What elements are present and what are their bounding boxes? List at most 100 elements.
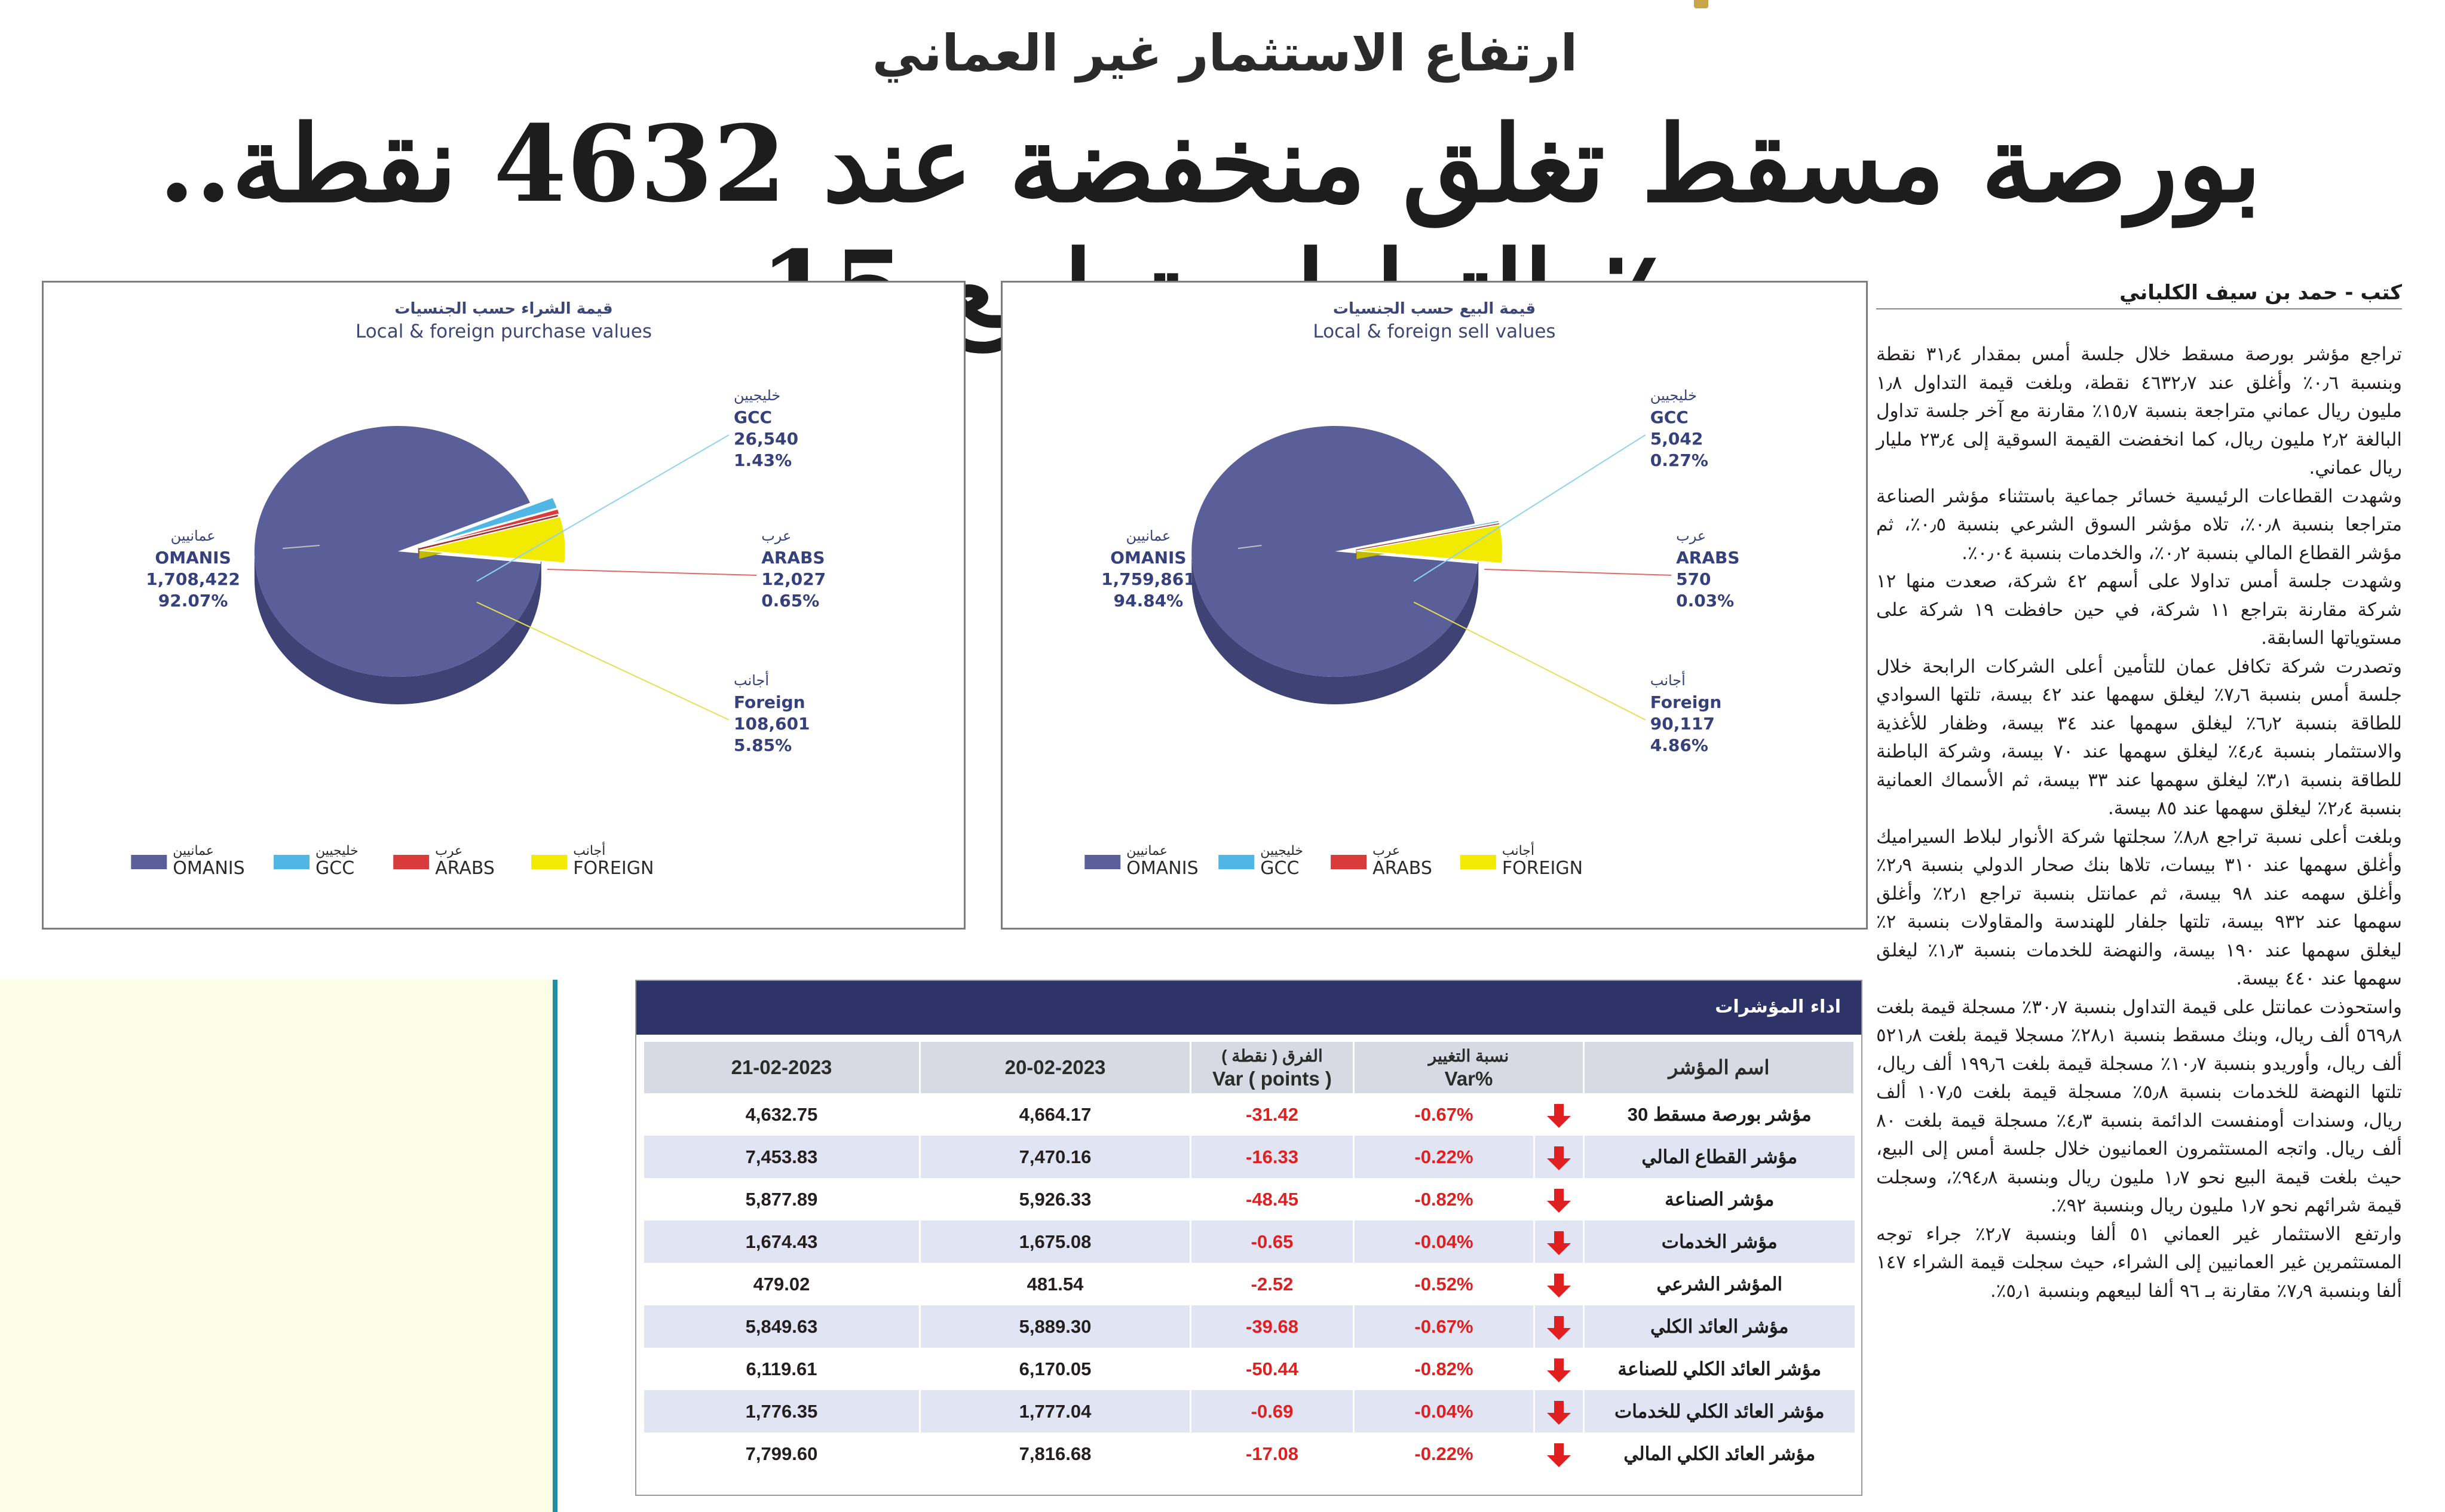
legend-label-en: GCC (1260, 858, 1299, 879)
down-arrow-cell (1533, 1305, 1584, 1348)
legend-swatch (131, 855, 167, 869)
pie-slice-omanis (254, 426, 541, 677)
cell-index-name: مؤشر الصناعة (1583, 1178, 1855, 1220)
legend-swatch (1331, 855, 1367, 869)
chart-subtitle: Local & foreign sell values (1313, 321, 1555, 342)
callout-label-en: Foreign (734, 692, 805, 712)
article-paragraph: وتصدرت شركة تكافل عمان للتأمين أعلى الشر… (1876, 655, 2403, 820)
pie-slice-foreign (1356, 524, 1504, 565)
cell-prev-value: 1,675.08 (919, 1220, 1191, 1263)
callout-label-ar: عمانيين (1126, 527, 1171, 544)
cell-index-name: مؤشر القطاع المالي (1583, 1136, 1855, 1178)
sell-chart-svg: قيمة البيع حسب الجنسيات Local & foreign s… (1084, 300, 1740, 879)
chart-title: قيمة البيع حسب الجنسيات (1333, 300, 1536, 318)
legend-swatch (1084, 855, 1121, 869)
down-arrow-icon (1547, 1400, 1571, 1425)
callout-value: 90,117 (1650, 714, 1715, 734)
cell-curr-value: 1,776.35 (642, 1390, 920, 1433)
callout-value: 5,042 (1650, 429, 1703, 449)
legend-label-ar: عمانيين (1126, 844, 1168, 858)
callout-line (1484, 569, 1672, 576)
col-curr-date: 21-02-2023 (642, 1042, 921, 1093)
table-row: 1,776.35 1,777.04 -0.69 -0.04% مؤشر العائد ا… (642, 1390, 1855, 1433)
callout-label-en: OMANIS (1110, 548, 1186, 568)
cell-prev-value: 1,777.04 (919, 1390, 1191, 1433)
legend-swatch (1460, 855, 1496, 869)
sell-values-chart: قيمة البيع حسب الجنسيات Local & foreign s… (1001, 281, 1868, 930)
down-arrow-icon (1547, 1315, 1571, 1340)
col-var-pct: نسبة التغيير Var% (1353, 1042, 1585, 1093)
byline: كتب - حمد بن سيف الكلباني (1876, 281, 2402, 309)
legend-label-ar: أجانب (1502, 842, 1534, 858)
side-box (0, 980, 557, 1512)
callout-line (476, 434, 730, 582)
cell-curr-value: 7,453.83 (642, 1136, 920, 1178)
cell-curr-value: 1,674.43 (642, 1220, 920, 1263)
legend-swatch (274, 855, 310, 869)
cell-curr-value: 4,632.75 (642, 1093, 920, 1136)
callout-line (1413, 602, 1646, 720)
down-arrow-cell (1533, 1220, 1584, 1263)
cell-var-pct: -0.82% (1353, 1178, 1534, 1220)
callout-label-ar: أجانب (734, 671, 769, 689)
cell-var-pct: -0.82% (1353, 1348, 1534, 1390)
table-row: 5,877.89 5,926.33 -48.45 -0.82% مؤشر الصناعة (642, 1178, 1855, 1220)
callout-value: 1,759,861 (1101, 569, 1196, 589)
callout-label-ar: عرب (761, 527, 791, 544)
callout-value: 26,540 (734, 429, 798, 449)
callout-label-ar: عمانيين (171, 527, 216, 544)
article-paragraph: وشهدت القطاعات الرئيسية خسائر جماعية باس… (1876, 485, 2402, 564)
article-paragraph: وارتفع الاستثمار غير العماني ٥١ ألفا وبن… (1876, 1223, 2402, 1302)
callout-percent: 0.27% (1650, 450, 1708, 470)
cell-curr-value: 5,877.89 (642, 1178, 920, 1220)
table-row: 6,119.61 6,170.05 -50.44 -0.82% مؤشر العائد … (642, 1348, 1855, 1390)
kicker: ارتفاع الاستثمار غير العماني (872, 24, 1578, 82)
cell-curr-value: 479.02 (642, 1263, 920, 1305)
legend-swatch (1218, 855, 1255, 869)
down-arrow-cell (1533, 1390, 1584, 1433)
legend-swatch (531, 855, 568, 869)
table-row: 4,632.75 4,664.17 -31.42 -0.67% مؤشر بورصة م… (642, 1093, 1855, 1136)
article-paragraph: وشهدت جلسة أمس تداولا على أسهم ٤٢ شركة، … (1876, 571, 2402, 649)
cell-var-pct: -0.67% (1353, 1093, 1534, 1136)
cell-var-pct: -0.52% (1353, 1263, 1534, 1305)
pie-slice-gcc (418, 496, 559, 548)
callout-percent: 94.84% (1114, 591, 1184, 611)
table-title: اداء المؤشرات (1715, 996, 1841, 1017)
table-row: 5,849.63 5,889.30 -39.68 -0.67% مؤشر العائد … (642, 1305, 1855, 1348)
down-arrow-cell (1533, 1433, 1584, 1475)
col-prev-date: 20-02-2023 (919, 1042, 1191, 1093)
legend-label-en: ARABS (435, 858, 495, 879)
callout-label-ar: عرب (1676, 527, 1706, 544)
cell-prev-value: 5,889.30 (919, 1305, 1191, 1348)
cell-var-pct: -0.04% (1353, 1390, 1534, 1433)
callout-label-en: ARABS (1676, 548, 1739, 568)
down-arrow-cell (1533, 1178, 1584, 1220)
callout-line (547, 569, 757, 576)
legend-label-ar: خليجيين (1260, 844, 1303, 858)
down-arrow-cell (1533, 1093, 1584, 1136)
down-arrow-icon (1547, 1443, 1571, 1467)
callout-line (1413, 434, 1646, 582)
cell-prev-value: 6,170.05 (919, 1348, 1191, 1390)
purchase-values-chart: قيمة الشراء حسب الجنسيات Local & foreign … (42, 281, 966, 930)
cell-var-points: -16.33 (1190, 1136, 1354, 1178)
callout-percent: 0.03% (1676, 591, 1734, 611)
legend-swatch (393, 855, 430, 869)
chart-title: قيمة الشراء حسب الجنسيات (394, 300, 612, 318)
article-paragraph: وبلغت أعلى نسبة تراجع ٨٫٨٪ سجلتها شركة ا… (1876, 826, 2403, 990)
cell-var-pct: -0.22% (1353, 1433, 1534, 1475)
col-var-pct-ar: نسبة التغيير (1428, 1047, 1509, 1065)
pie-depth (254, 551, 541, 704)
col-var-pct-en: Var% (1444, 1068, 1493, 1090)
legend-label-en: FOREIGN (1502, 858, 1583, 879)
callout-label-en: Foreign (1650, 692, 1722, 712)
cell-index-name: مؤشر العائد الكلي للخدمات (1583, 1390, 1855, 1433)
legend-label-ar: عرب (435, 844, 462, 858)
cell-index-name: مؤشر الخدمات (1583, 1220, 1855, 1263)
cell-index-name: مؤشر بورصة مسقط 30 (1583, 1093, 1855, 1136)
callout-percent: 4.86% (1650, 735, 1708, 755)
col-index-name: اسم المؤشر (1583, 1042, 1855, 1093)
callout-label-en: GCC (734, 407, 772, 427)
index-performance-table: اداء المؤشرات 21-02-2023 20-02-2023 الفر… (635, 980, 1862, 1496)
